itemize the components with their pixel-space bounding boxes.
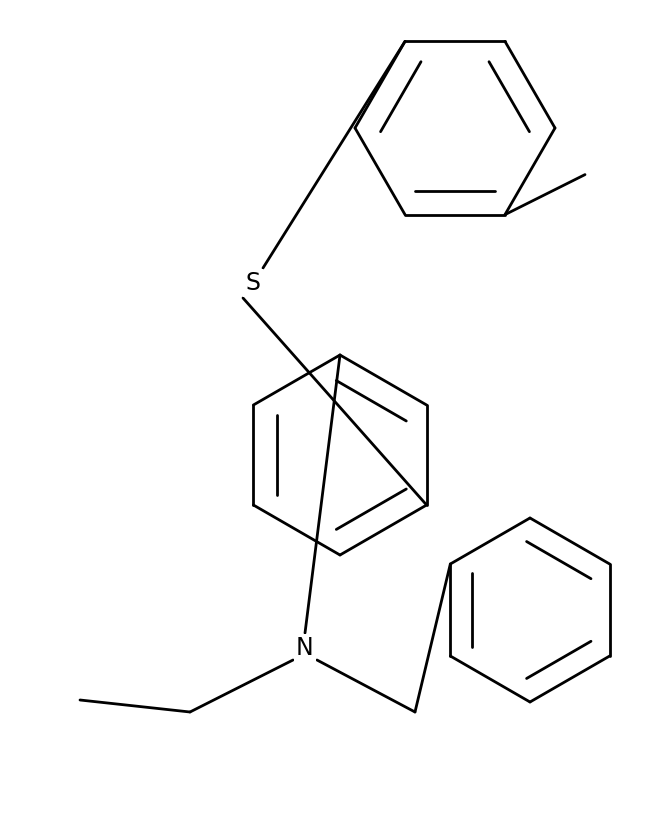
Text: N: N	[296, 636, 314, 660]
Text: S: S	[245, 271, 261, 295]
